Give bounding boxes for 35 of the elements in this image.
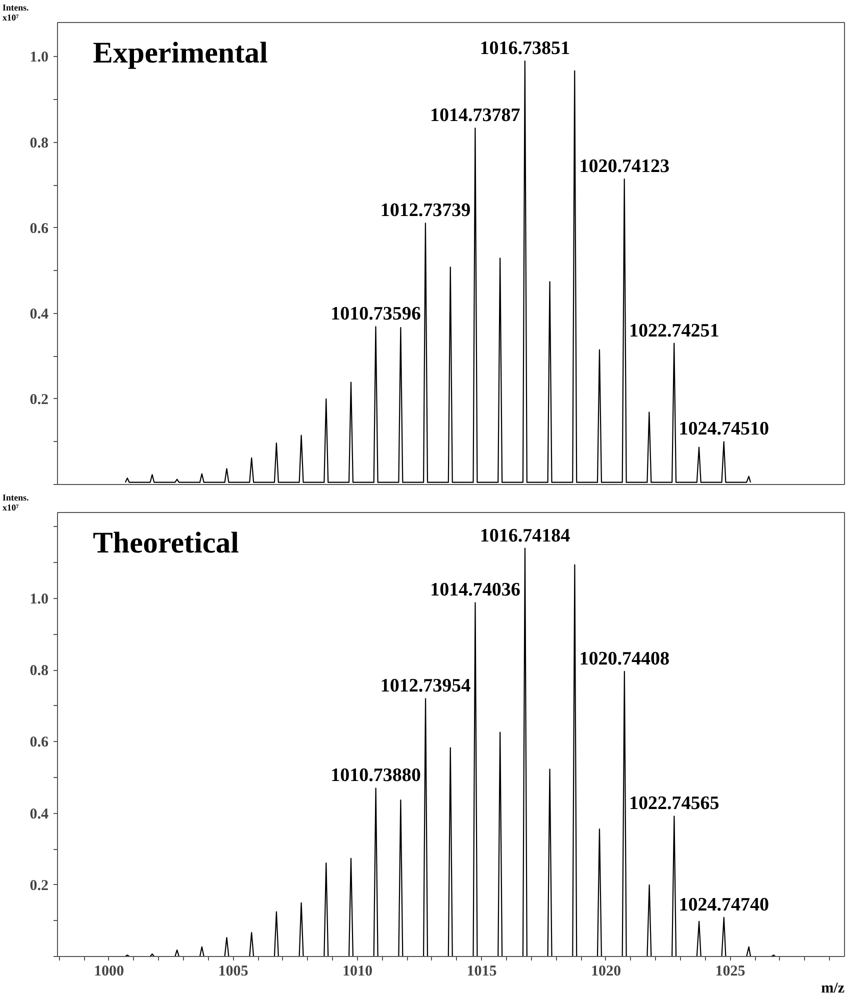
annotation: 1022.74565 — [629, 793, 720, 814]
y-tick-label: 0.4 — [30, 306, 49, 322]
y-tick-label: 0.2 — [30, 878, 48, 894]
annotation: 1014.74036 — [430, 580, 520, 601]
y-tick-label: 0.8 — [30, 663, 48, 680]
x-axis-title: m/z — [821, 980, 845, 996]
annotation: 1014.73787 — [430, 105, 521, 126]
x-tick-label: 1025 — [715, 964, 746, 980]
annotation: 1010.73880 — [330, 765, 421, 786]
annotation: 1010.73596 — [330, 304, 421, 325]
annotation: 1024.74510 — [678, 418, 769, 440]
y-axis-title: Intens. x10⁷ — [2, 492, 29, 512]
annotation: 1016.74184 — [480, 525, 571, 546]
y-tick-label: 0.4 — [30, 806, 49, 822]
y-tick-label: 0.2 — [30, 392, 48, 408]
text: Theoretical — [92, 526, 239, 560]
x-tick-label: 1020 — [590, 964, 621, 980]
annotation: 1024.74740 — [678, 894, 770, 916]
x-tick-label: 1010 — [342, 964, 372, 980]
annotation: 1020.74408 — [579, 648, 670, 670]
x-tick-label: 1015 — [466, 964, 497, 980]
annotation: 1016.73851 — [480, 38, 570, 59]
x-tick-label: 1000 — [94, 964, 124, 980]
annotation: 1012.73739 — [380, 200, 471, 222]
y-tick-label: 1.0 — [30, 50, 48, 66]
y-tick-label: 0.6 — [30, 734, 49, 751]
x-tick-label: 1005 — [218, 964, 248, 980]
annotation: 1020.74123 — [579, 156, 670, 178]
y-tick-label: 1.0 — [30, 591, 48, 608]
y-tick-label: 0.8 — [30, 135, 48, 152]
y-tick-label: 0.6 — [30, 220, 49, 237]
annotation: 1012.73954 — [380, 676, 472, 697]
y-axis-title: Intens. x10⁷ — [2, 2, 29, 22]
annotation: 1022.74251 — [628, 320, 720, 342]
text: Experimental — [92, 36, 268, 70]
